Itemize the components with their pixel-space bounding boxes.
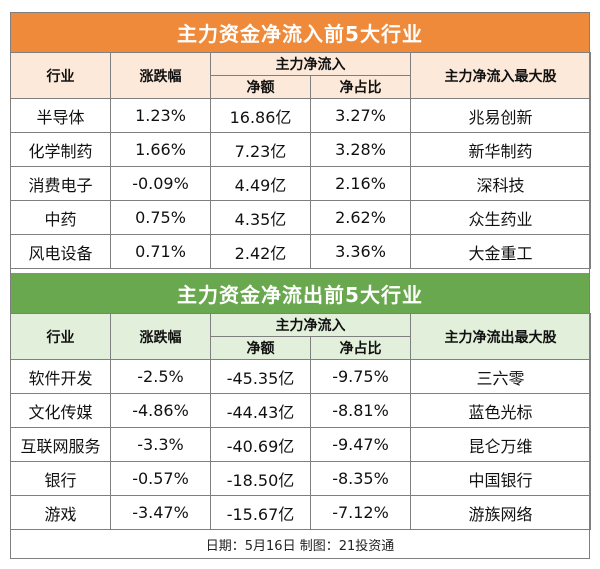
- cell-industry: 银行: [10, 461, 111, 496]
- cell-industry: 消费电子: [10, 166, 111, 201]
- cell-top-stock: 兆易创新: [410, 98, 591, 133]
- cell-change: 1.23%: [110, 98, 211, 133]
- cell-industry: 软件开发: [10, 359, 111, 394]
- inflow-table: 行业 涨跌幅 主力净流入 主力净流入最大股 净额 净占比 半导体 1.23% 1…: [10, 52, 591, 269]
- header-main-flow: 主力净流入: [210, 313, 411, 337]
- cell-amount: -15.67亿: [210, 495, 311, 530]
- cell-top-stock: 新华制药: [410, 132, 591, 167]
- cell-industry: 互联网服务: [10, 427, 111, 462]
- cell-change: 0.71%: [110, 234, 211, 269]
- cell-ratio: -9.47%: [310, 427, 411, 462]
- cell-top-stock: 昆仑万维: [410, 427, 591, 462]
- inflow-title: 主力资金净流入前5大行业: [10, 12, 590, 52]
- cell-ratio: 2.62%: [310, 200, 411, 235]
- cell-top-stock: 深科技: [410, 166, 591, 201]
- cell-amount: -18.50亿: [210, 461, 311, 496]
- cell-amount: 16.86亿: [210, 98, 311, 133]
- cell-change: -0.57%: [110, 461, 211, 496]
- cell-change: -4.86%: [110, 393, 211, 428]
- cell-amount: -40.69亿: [210, 427, 311, 462]
- cell-ratio: 3.28%: [310, 132, 411, 167]
- cell-top-stock: 中国银行: [410, 461, 591, 496]
- table-row: 消费电子 -0.09% 4.49亿 2.16% 深科技: [10, 166, 591, 201]
- cell-ratio: -7.12%: [310, 495, 411, 530]
- header-change: 涨跌幅: [110, 313, 211, 360]
- cell-change: -0.09%: [110, 166, 211, 201]
- header-top-stock: 主力净流出最大股: [410, 313, 591, 360]
- cell-ratio: -8.81%: [310, 393, 411, 428]
- cell-industry: 游戏: [10, 495, 111, 530]
- table-row: 文化传媒 -4.86% -44.43亿 -8.81% 蓝色光标: [10, 393, 591, 428]
- table-row: 游戏 -3.47% -15.67亿 -7.12% 游族网络: [10, 495, 591, 530]
- header-industry: 行业: [10, 313, 111, 360]
- header-ratio: 净占比: [310, 336, 411, 360]
- cell-industry: 半导体: [10, 98, 111, 133]
- cell-amount: -44.43亿: [210, 393, 311, 428]
- table-row: 互联网服务 -3.3% -40.69亿 -9.47% 昆仑万维: [10, 427, 591, 462]
- cell-ratio: 3.27%: [310, 98, 411, 133]
- cell-change: -3.47%: [110, 495, 211, 530]
- outflow-title: 主力资金净流出前5大行业: [10, 273, 590, 313]
- cell-top-stock: 游族网络: [410, 495, 591, 530]
- cell-change: -2.5%: [110, 359, 211, 394]
- table-row: 化学制药 1.66% 7.23亿 3.28% 新华制药: [10, 132, 591, 167]
- cell-ratio: 2.16%: [310, 166, 411, 201]
- header-top-stock: 主力净流入最大股: [410, 52, 591, 99]
- outflow-table: 行业 涨跌幅 主力净流入 主力净流出最大股 净额 净占比 软件开发 -2.5% …: [10, 313, 591, 530]
- table-row: 银行 -0.57% -18.50亿 -8.35% 中国银行: [10, 461, 591, 496]
- cell-amount: -45.35亿: [210, 359, 311, 394]
- cell-top-stock: 大金重工: [410, 234, 591, 269]
- cell-amount: 2.42亿: [210, 234, 311, 269]
- cell-amount: 7.23亿: [210, 132, 311, 167]
- cell-ratio: -8.35%: [310, 461, 411, 496]
- cell-amount: 4.49亿: [210, 166, 311, 201]
- cell-top-stock: 蓝色光标: [410, 393, 591, 428]
- footer-credit: 日期：5月16日 制图：21投资通: [10, 531, 590, 559]
- table-row: 中药 0.75% 4.35亿 2.62% 众生药业: [10, 200, 591, 235]
- header-ratio: 净占比: [310, 75, 411, 99]
- table-row: 风电设备 0.71% 2.42亿 3.36% 大金重工: [10, 234, 591, 269]
- table-row: 软件开发 -2.5% -45.35亿 -9.75% 三六零: [10, 359, 591, 394]
- header-main-flow: 主力净流入: [210, 52, 411, 76]
- header-change: 涨跌幅: [110, 52, 211, 99]
- table-row: 半导体 1.23% 16.86亿 3.27% 兆易创新: [10, 98, 591, 133]
- header-amount: 净额: [210, 75, 311, 99]
- header-industry: 行业: [10, 52, 111, 99]
- cell-ratio: 3.36%: [310, 234, 411, 269]
- cell-amount: 4.35亿: [210, 200, 311, 235]
- cell-change: -3.3%: [110, 427, 211, 462]
- cell-industry: 风电设备: [10, 234, 111, 269]
- cell-industry: 文化传媒: [10, 393, 111, 428]
- cell-change: 0.75%: [110, 200, 211, 235]
- cell-ratio: -9.75%: [310, 359, 411, 394]
- cell-industry: 化学制药: [10, 132, 111, 167]
- cell-change: 1.66%: [110, 132, 211, 167]
- cell-top-stock: 众生药业: [410, 200, 591, 235]
- cell-industry: 中药: [10, 200, 111, 235]
- cell-top-stock: 三六零: [410, 359, 591, 394]
- header-amount: 净额: [210, 336, 311, 360]
